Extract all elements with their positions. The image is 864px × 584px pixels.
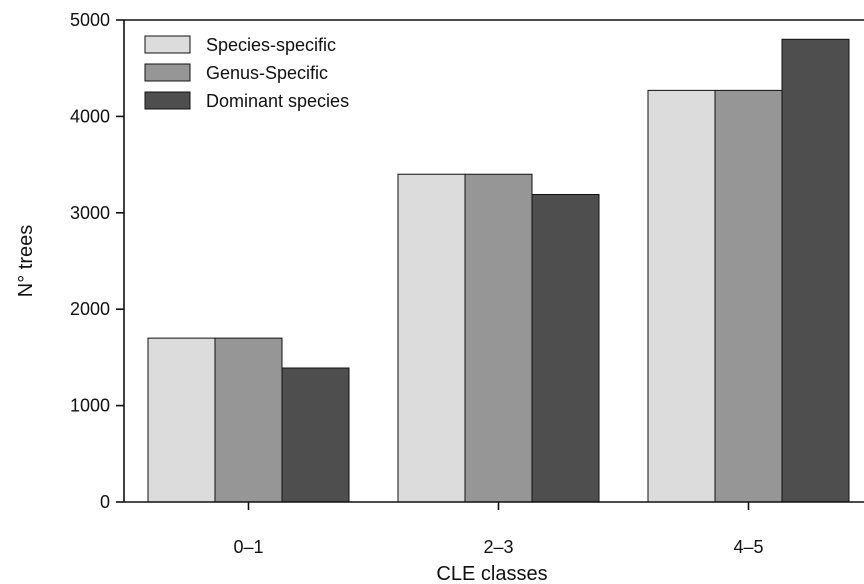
y-tick-label: 3000 bbox=[70, 203, 110, 223]
y-tick-label: 5000 bbox=[70, 10, 110, 30]
y-tick-label: 1000 bbox=[70, 396, 110, 416]
x-tick-label: 2–3 bbox=[483, 537, 513, 557]
y-tick-label: 0 bbox=[100, 492, 110, 512]
x-tick-label: 0–1 bbox=[233, 537, 263, 557]
y-tick-label: 2000 bbox=[70, 299, 110, 319]
legend-swatch bbox=[144, 35, 191, 54]
legend-swatch bbox=[144, 63, 191, 82]
legend-label: Dominant species bbox=[206, 91, 349, 111]
axes-group bbox=[123, 19, 864, 503]
bar-genus-specific-2 bbox=[464, 173, 533, 503]
legend-swatch bbox=[144, 91, 191, 110]
legend-label: Genus-Specific bbox=[206, 63, 328, 83]
bar-species-specific-1 bbox=[147, 337, 216, 503]
bars-group bbox=[147, 38, 850, 503]
bar-genus-specific-1 bbox=[214, 337, 283, 503]
y-axis-ticks: 0 1000 2000 3000 4000 5000 bbox=[70, 10, 124, 512]
bar-dominant-species-1 bbox=[281, 367, 350, 503]
x-axis-title: CLE classes bbox=[436, 563, 547, 584]
y-axis-title: N° trees bbox=[15, 225, 37, 297]
bar-dominant-species-2 bbox=[531, 193, 600, 503]
bar-dominant-species-3 bbox=[781, 38, 850, 503]
legend-label: Species-specific bbox=[206, 35, 336, 55]
legend: Species-specific Genus-Specific Dominant s… bbox=[144, 35, 349, 111]
x-axis-ticks: 0–1 2–3 4–5 bbox=[233, 502, 764, 557]
bar-species-specific-3 bbox=[647, 89, 716, 503]
bar-species-specific-2 bbox=[397, 173, 466, 503]
bar-genus-specific-3 bbox=[714, 89, 783, 503]
y-tick-label: 4000 bbox=[70, 106, 110, 126]
x-tick-label: 4–5 bbox=[733, 537, 763, 557]
